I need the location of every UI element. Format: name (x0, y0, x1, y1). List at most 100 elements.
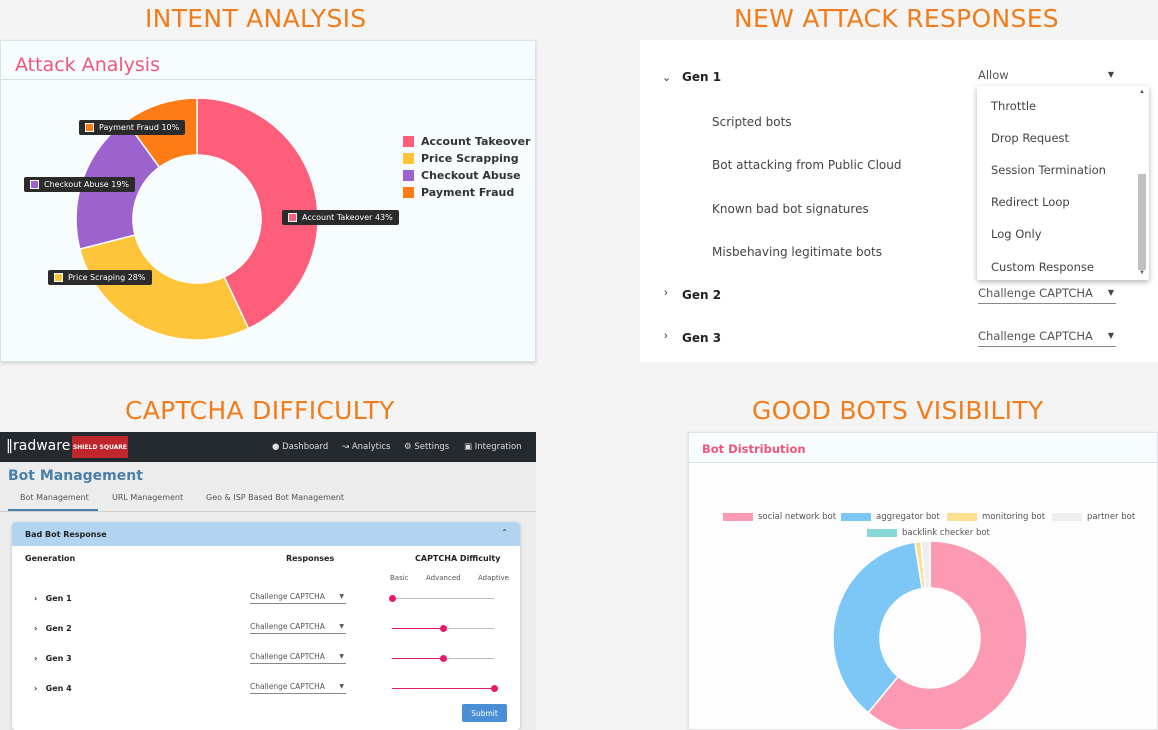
sub-row-public-cloud: Bot attacking from Public Cloud (712, 158, 902, 172)
legend-social-network-bot[interactable]: social network bot (723, 512, 836, 522)
panel-title: Bad Bot Response (25, 530, 107, 539)
gen2-label: Gen 2 (682, 288, 722, 302)
nav-settings[interactable]: ⚙ Settings (404, 442, 450, 452)
gen2-response-select[interactable]: Challenge CAPTCHA ▼ (978, 286, 1116, 304)
legend-item-account-takeover[interactable]: Account Takeover (403, 133, 530, 150)
gen-row-label[interactable]: › Gen 2 (34, 624, 72, 633)
nav-dashboard[interactable]: ● Dashboard (272, 442, 329, 452)
chevron-right-icon[interactable]: › (34, 654, 38, 663)
gen1-response-select[interactable]: Allow ▼ (978, 68, 1116, 86)
legend-label: Account Takeover (421, 135, 531, 148)
response-select[interactable]: Challenge CAPTCHA ▼ (250, 682, 346, 694)
slice-aggregator-bot[interactable] (832, 541, 924, 714)
attack-analysis-card: Attack Analysis Account Takeover Price S… (0, 40, 536, 362)
sub-row-bad-signatures: Known bad bot signatures (712, 202, 869, 216)
nav-integration[interactable]: ▣ Integration (464, 442, 522, 452)
option-session-termination[interactable]: Session Termination (991, 163, 1106, 177)
slider-thumb[interactable] (490, 685, 498, 692)
option-throttle[interactable]: Throttle (991, 99, 1037, 113)
caret-down-icon: ▼ (339, 623, 344, 630)
gen-row-label[interactable]: › Gen 3 (34, 654, 72, 663)
submit-button[interactable]: Submit (462, 704, 507, 722)
caret-down-icon: ▼ (1107, 331, 1114, 340)
chevron-right-icon[interactable]: › (664, 330, 668, 342)
dashboard-icon: ● (272, 442, 280, 452)
col-captcha-difficulty: CAPTCHA Difficulty (415, 554, 501, 563)
level-adaptive: Adaptive (478, 574, 509, 582)
difficulty-slider[interactable] (388, 595, 494, 602)
option-custom-response[interactable]: Custom Response (991, 260, 1094, 274)
legend-monitoring-bot[interactable]: monitoring bot (947, 512, 1045, 522)
tooltip-checkout-abuse: Checkout Abuse 19% (24, 177, 136, 192)
shieldsquare-badge: SHIELD SQUARE (72, 436, 128, 458)
slider-fill (392, 688, 494, 689)
tooltip-payment-fraud: Payment Fraud 10% (79, 120, 186, 135)
legend-item-price-scrapping[interactable]: Price Scrapping (403, 150, 530, 167)
legend-aggregator-bot[interactable]: aggregator bot (841, 512, 940, 522)
gen-row-label[interactable]: › Gen 1 (34, 594, 72, 603)
difficulty-slider[interactable] (392, 625, 494, 632)
attack-analysis-heading: Attack Analysis (15, 54, 160, 76)
legend-item-checkout-abuse[interactable]: Checkout Abuse (403, 167, 530, 184)
chevron-right-icon[interactable]: › (34, 684, 38, 693)
divider (0, 511, 536, 512)
bot-distribution-donut-chart (832, 540, 1028, 730)
divider (1, 79, 535, 80)
captcha-difficulty-title: CAPTCHA DIFFICULTY (125, 396, 395, 425)
chevron-up-icon[interactable]: ⌃ (501, 528, 508, 537)
slice-social-network-bot[interactable] (867, 540, 1028, 730)
tooltip-account-takeover: Account Takeover 43% (282, 210, 399, 225)
slider-thumb[interactable] (439, 625, 447, 632)
slider-thumb[interactable] (388, 595, 396, 602)
caret-down-icon: ▼ (339, 593, 344, 600)
panel-header[interactable]: Bad Bot Response ⌃ (12, 522, 520, 546)
slice-price-scraping[interactable] (78, 234, 250, 341)
legend-item-payment-fraud[interactable]: Payment Fraud (403, 184, 530, 201)
slice-account-takeover[interactable] (196, 97, 319, 330)
legend-backlink-checker-bot[interactable]: backlink checker bot (867, 528, 990, 538)
tab-geo-isp[interactable]: Geo & ISP Based Bot Management (206, 493, 345, 502)
slider-fill (392, 628, 443, 629)
difficulty-slider[interactable] (392, 655, 494, 662)
captcha-difficulty-card: ‖radware SHIELD SQUARE ● Dashboard ↝ Ana… (0, 432, 536, 730)
caret-down-icon: ▼ (1107, 288, 1114, 297)
legend-partner-bot[interactable]: partner bot (1052, 512, 1135, 522)
response-select[interactable]: Challenge CAPTCHA ▼ (250, 592, 346, 604)
nav-analytics[interactable]: ↝ Analytics (342, 442, 391, 452)
bot-distribution-card: Bot Distribution social network bot aggr… (688, 432, 1158, 730)
legend-swatch (403, 136, 414, 147)
chevron-right-icon[interactable]: › (34, 624, 38, 633)
option-log-only[interactable]: Log Only (991, 227, 1042, 241)
tab-bot-management[interactable]: Bot Management (20, 493, 89, 502)
option-redirect-loop[interactable]: Redirect Loop (991, 195, 1070, 209)
card-header: Bot Distribution (689, 433, 1157, 463)
tab-url-management[interactable]: URL Management (112, 493, 184, 502)
legend-swatch (403, 153, 414, 164)
response-select[interactable]: Challenge CAPTCHA ▼ (250, 622, 346, 634)
legend-swatch (403, 170, 414, 181)
option-drop-request[interactable]: Drop Request (991, 131, 1070, 145)
gen3-response-select[interactable]: Challenge CAPTCHA ▼ (978, 329, 1116, 347)
response-select[interactable]: Challenge CAPTCHA ▼ (250, 652, 346, 664)
select-value: Challenge CAPTCHA (978, 286, 1093, 300)
sub-row-misbehaving-bots: Misbehaving legitimate bots (712, 245, 882, 259)
tooltip-price-scraping: Price Scraping 28% (48, 270, 152, 285)
scroll-up-icon[interactable]: ▲ (1139, 89, 1145, 95)
attack-donut-chart (75, 97, 319, 341)
intent-analysis-title: INTENT ANALYSIS (145, 4, 367, 33)
caret-down-icon: ▼ (1107, 70, 1114, 79)
col-generation: Generation (25, 554, 76, 563)
slider-thumb[interactable] (439, 655, 447, 662)
select-value: Allow (978, 68, 1009, 82)
slice-partner-bot[interactable] (920, 540, 931, 590)
legend-label: Price Scrapping (421, 152, 519, 165)
chevron-right-icon[interactable]: › (664, 287, 668, 299)
legend-label: Checkout Abuse (421, 169, 521, 182)
gen-row-label[interactable]: › Gen 4 (34, 684, 72, 693)
chevron-right-icon[interactable]: › (34, 594, 38, 603)
difficulty-slider[interactable] (392, 685, 498, 692)
scroll-down-icon[interactable]: ▼ (1139, 270, 1145, 276)
select-value: Challenge CAPTCHA (978, 329, 1093, 343)
chevron-down-icon[interactable]: ⌄ (662, 72, 672, 84)
scrollbar-thumb[interactable] (1138, 174, 1146, 270)
